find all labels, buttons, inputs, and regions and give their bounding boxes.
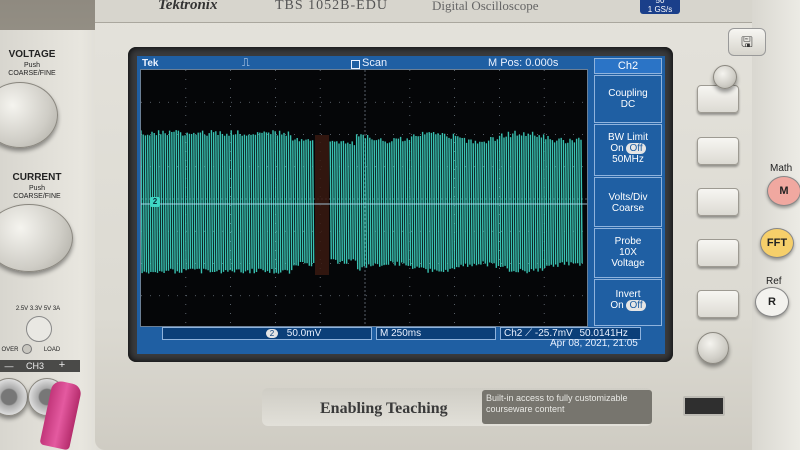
menu-volts-div[interactable]: Volts/Div Coarse — [594, 177, 662, 227]
timebase-readout: M 250ms — [376, 327, 496, 340]
current-sub-label: Push COARSE/FINE — [2, 185, 72, 201]
load-label: LOAD — [40, 345, 64, 355]
math-label: Math — [770, 163, 792, 174]
menu-bw-off-toggle: Off — [626, 143, 645, 154]
right-control-panel — [752, 0, 800, 450]
menu-button-5[interactable] — [697, 290, 739, 318]
menu-bw-limit[interactable]: BW Limit On Off 50MHz — [594, 124, 662, 176]
menu-invert-on: On — [610, 300, 623, 311]
range-switch[interactable] — [26, 316, 52, 342]
menu-coupling-label: Coupling — [595, 88, 661, 99]
model-label: TBS 1052B-EDU — [275, 0, 388, 14]
menu-invert-label: Invert — [595, 289, 661, 300]
save-button[interactable]: 🖫 — [728, 28, 766, 56]
menu-button-4[interactable] — [697, 239, 739, 267]
ch3-label: CH3 — [20, 361, 50, 371]
volts-div-readout: 2 50.0mV — [162, 327, 372, 340]
current-label: CURRENT — [2, 173, 72, 183]
menu-probe-type: Voltage — [595, 258, 661, 269]
save-icon: 🖫 — [741, 34, 753, 50]
m-pos-label: M Pos: 0.000s — [488, 57, 558, 69]
top-right-knob[interactable] — [713, 65, 737, 89]
slogan-label: Enabling Teaching — [320, 400, 448, 418]
menu-bw-label: BW Limit — [595, 132, 661, 143]
ch3-plus-label: + — [55, 360, 69, 370]
menu-coupling[interactable]: Coupling DC — [594, 75, 662, 123]
ref-label: Ref — [766, 276, 782, 287]
switch-labels: 2.5V 3.3V 5V 3A — [0, 304, 76, 314]
acq-mode-label: Scan — [362, 57, 387, 69]
menu-volts-value: Coarse — [595, 203, 661, 214]
menu-invert[interactable]: Invert On Off — [594, 279, 662, 326]
datetime-label: Apr 08, 2021, 21:05 — [550, 338, 638, 349]
menu-volts-label: Volts/Div — [595, 192, 661, 203]
menu-bw-value: 50MHz — [595, 154, 661, 165]
channel-menu: Ch2 Coupling DC BW Limit On Off 50MHz Vo… — [594, 58, 662, 326]
ch3-minus-label: — — [2, 361, 16, 371]
tek-label: Tek — [142, 58, 159, 69]
menu-invert-off-toggle: Off — [626, 300, 645, 311]
menu-button-1[interactable] — [697, 85, 739, 113]
menu-button-2[interactable] — [697, 137, 739, 165]
spec-badge: 50 1 GS/s — [640, 0, 680, 14]
channel-ground-marker: 2 — [150, 197, 160, 207]
sample-rate-label: 1 GS/s — [640, 5, 680, 14]
menu-title: Ch2 — [594, 58, 662, 74]
multipurpose-knob[interactable] — [697, 332, 729, 364]
channel-badge: 2 — [266, 329, 278, 338]
menu-probe-label: Probe — [595, 236, 661, 247]
waveform-trace — [141, 130, 582, 274]
ref-button[interactable]: R — [755, 287, 789, 317]
usb-port[interactable] — [683, 396, 725, 416]
voltage-sub-label: Push COARSE/FINE — [2, 62, 62, 78]
indicator-led — [22, 344, 32, 354]
fft-button[interactable]: FFT — [760, 228, 794, 258]
voltage-label: VOLTAGE — [2, 50, 62, 60]
menu-probe[interactable]: Probe 10X Voltage — [594, 228, 662, 278]
scan-icon — [351, 60, 360, 69]
description-label: Digital Oscilloscope — [432, 0, 539, 14]
courseware-info: Built-in access to fully customizable co… — [482, 390, 652, 424]
waveform-svg — [141, 70, 588, 327]
waveform-gap — [315, 135, 329, 275]
menu-bw-on: On — [610, 143, 623, 154]
menu-coupling-value: DC — [595, 99, 661, 110]
volts-div-value: 50.0mV — [287, 328, 321, 339]
math-button[interactable]: M — [767, 176, 800, 206]
brand-logo: Tektronix — [158, 0, 217, 14]
over-label: OVER — [0, 345, 20, 355]
waveform-display — [140, 69, 588, 327]
menu-probe-value: 10X — [595, 247, 661, 258]
menu-button-3[interactable] — [697, 188, 739, 216]
